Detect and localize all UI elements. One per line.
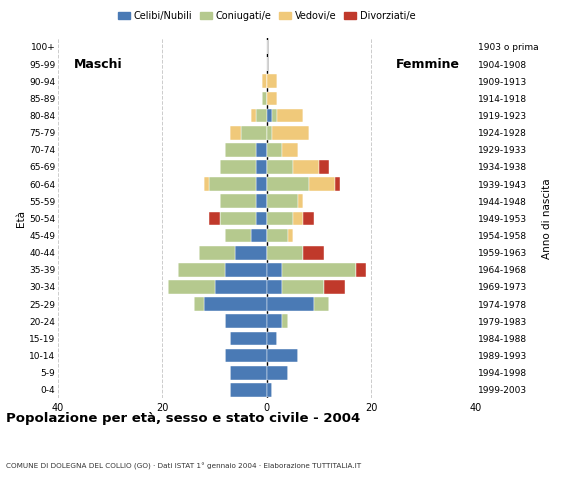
Bar [267, 160, 293, 174]
Bar [225, 143, 256, 156]
Y-axis label: Età: Età [16, 210, 26, 227]
Bar [220, 194, 256, 208]
Bar [282, 314, 288, 328]
Bar [199, 246, 235, 260]
Bar [225, 228, 251, 242]
Bar [209, 212, 220, 225]
Bar [225, 348, 267, 362]
Bar [314, 297, 329, 311]
Bar [267, 92, 277, 105]
Text: COMUNE DI DOLEGNA DEL COLLIO (GO) · Dati ISTAT 1° gennaio 2004 · Elaborazione TU: COMUNE DI DOLEGNA DEL COLLIO (GO) · Dati… [6, 463, 361, 470]
Bar [267, 280, 282, 294]
Bar [303, 246, 324, 260]
Bar [256, 108, 267, 122]
Bar [194, 297, 204, 311]
Bar [272, 126, 309, 140]
Bar [225, 314, 267, 328]
Bar [267, 126, 272, 140]
Bar [267, 108, 272, 122]
Bar [230, 332, 267, 345]
Bar [178, 263, 225, 276]
Bar [267, 194, 298, 208]
Bar [267, 297, 314, 311]
Bar [282, 143, 298, 156]
Bar [288, 228, 293, 242]
Bar [220, 212, 256, 225]
Bar [267, 228, 288, 242]
Text: Maschi: Maschi [74, 58, 122, 71]
Bar [256, 143, 267, 156]
Bar [277, 108, 303, 122]
Text: Popolazione per età, sesso e stato civile - 2004: Popolazione per età, sesso e stato civil… [6, 412, 360, 425]
Bar [267, 263, 282, 276]
Bar [251, 228, 267, 242]
Bar [256, 212, 267, 225]
Bar [230, 366, 267, 380]
Bar [220, 160, 256, 174]
Bar [303, 212, 314, 225]
Bar [204, 177, 209, 191]
Bar [256, 160, 267, 174]
Bar [267, 314, 282, 328]
Bar [256, 194, 267, 208]
Bar [309, 177, 335, 191]
Bar [267, 332, 277, 345]
Bar [262, 92, 267, 105]
Bar [241, 126, 267, 140]
Legend: Celibi/Nubili, Coniugati/e, Vedovi/e, Divorziati/e: Celibi/Nubili, Coniugati/e, Vedovi/e, Di… [114, 7, 419, 25]
Bar [324, 280, 345, 294]
Bar [204, 297, 267, 311]
Bar [282, 263, 356, 276]
Bar [267, 383, 272, 396]
Text: Femmine: Femmine [396, 58, 460, 71]
Bar [272, 108, 277, 122]
Bar [319, 160, 329, 174]
Bar [251, 108, 256, 122]
Bar [298, 194, 303, 208]
Bar [230, 126, 241, 140]
Bar [215, 280, 267, 294]
Bar [293, 212, 303, 225]
Bar [230, 383, 267, 396]
Bar [262, 74, 267, 88]
Bar [235, 246, 267, 260]
Bar [267, 366, 288, 380]
Bar [267, 246, 303, 260]
Bar [282, 280, 324, 294]
Bar [356, 263, 366, 276]
Bar [267, 212, 293, 225]
Bar [267, 177, 309, 191]
Bar [335, 177, 340, 191]
Y-axis label: Anno di nascita: Anno di nascita [542, 178, 552, 259]
Bar [267, 348, 298, 362]
Bar [256, 177, 267, 191]
Bar [267, 143, 282, 156]
Bar [267, 74, 277, 88]
Bar [209, 177, 256, 191]
Bar [225, 263, 267, 276]
Bar [293, 160, 319, 174]
Bar [168, 280, 215, 294]
